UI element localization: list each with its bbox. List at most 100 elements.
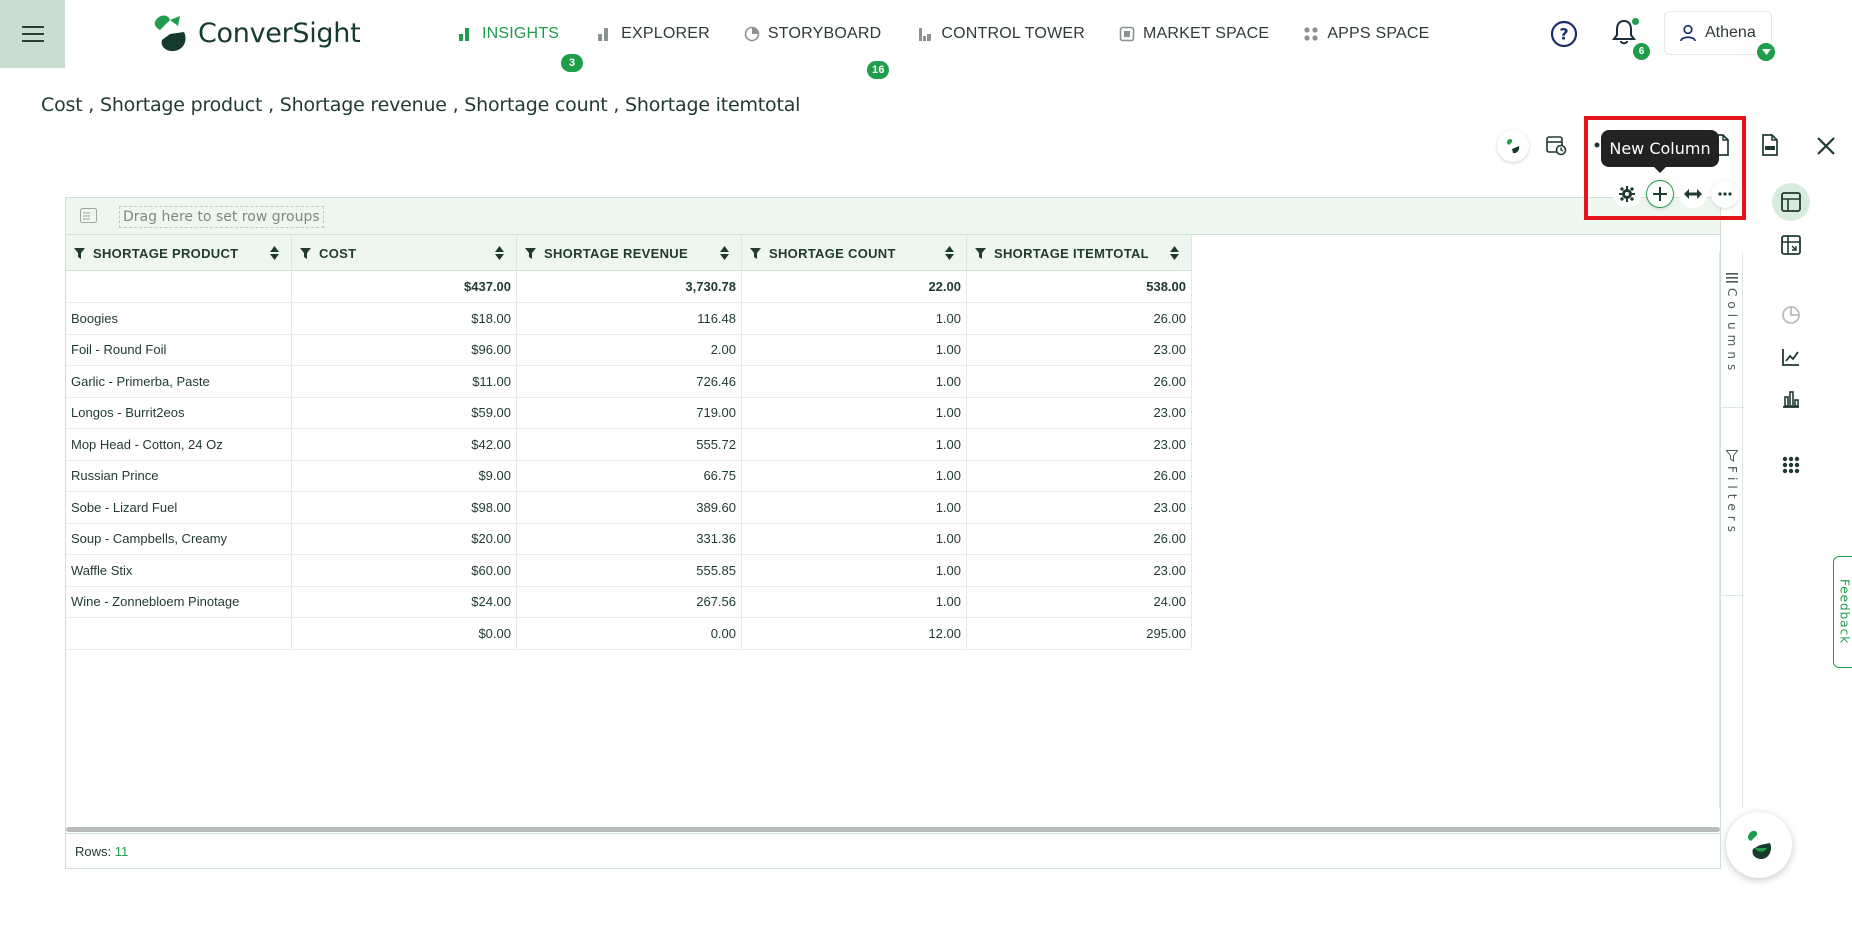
pivot-view-button[interactable] <box>1772 226 1810 264</box>
close-button[interactable] <box>1811 131 1841 161</box>
nav-insights[interactable]: INSIGHTS 3 <box>458 25 584 72</box>
table-cell[interactable]: 23.00 <box>967 429 1192 460</box>
table-cell[interactable]: 1.00 <box>742 397 967 428</box>
nav-apps-space[interactable]: APPS SPACE <box>1303 25 1429 43</box>
table-row[interactable]: Boogies $18.00 116.48 1.00 26.00 <box>66 303 1192 335</box>
user-menu[interactable]: Athena <box>1664 11 1772 55</box>
table-cell[interactable]: 1.00 <box>742 586 967 617</box>
table-cell[interactable]: Garlic - Primerba, Paste <box>66 366 292 397</box>
more-options-button[interactable] <box>1711 180 1739 208</box>
table-cell[interactable]: 26.00 <box>967 460 1192 491</box>
table-cell[interactable]: $437.00 <box>292 271 517 302</box>
table-cell[interactable]: 1.00 <box>742 460 967 491</box>
table-cell[interactable]: Mop Head - Cotton, 24 Oz <box>66 429 292 460</box>
column-header-shortage-product[interactable]: SHORTAGE PRODUCT <box>66 235 292 271</box>
table-cell[interactable]: $9.00 <box>292 460 517 491</box>
more-charts-button[interactable] <box>1772 446 1810 484</box>
pie-chart-button[interactable] <box>1772 296 1810 334</box>
table-cell[interactable]: $60.00 <box>292 555 517 586</box>
table-cell[interactable]: 267.56 <box>517 586 742 617</box>
conversight-logo[interactable]: ConverSight <box>150 14 361 52</box>
table-cell[interactable]: 1.00 <box>742 429 967 460</box>
table-cell[interactable]: $42.00 <box>292 429 517 460</box>
table-cell[interactable]: 331.36 <box>517 523 742 554</box>
table-row[interactable]: Garlic - Primerba, Paste $11.00 726.46 1.00… <box>66 366 1192 398</box>
table-cell[interactable]: 3,730.78 <box>517 271 742 302</box>
table-cell[interactable]: 389.60 <box>517 492 742 523</box>
table-row[interactable]: Sobe - Lizard Fuel $98.00 389.60 1.00 23.00 <box>66 492 1192 524</box>
table-row[interactable]: Waffle Stix $60.00 555.85 1.00 23.00 <box>66 555 1192 587</box>
total-row[interactable]: $437.00 3,730.78 22.00 538.00 <box>66 271 1192 303</box>
table-cell[interactable]: 12.00 <box>742 618 967 649</box>
table-cell[interactable]: Russian Prince <box>66 460 292 491</box>
table-row[interactable]: Russian Prince $9.00 66.75 1.00 26.00 <box>66 460 1192 492</box>
notifications-button[interactable] <box>1612 18 1636 51</box>
table-cell[interactable]: 26.00 <box>967 366 1192 397</box>
table-cell[interactable]: $96.00 <box>292 334 517 365</box>
table-cell[interactable]: 23.00 <box>967 492 1192 523</box>
table-cell[interactable] <box>66 271 292 302</box>
table-cell[interactable]: 23.00 <box>967 397 1192 428</box>
table-cell[interactable]: $59.00 <box>292 397 517 428</box>
table-cell[interactable]: 26.00 <box>967 523 1192 554</box>
table-cell[interactable]: $20.00 <box>292 523 517 554</box>
nav-explorer[interactable]: EXPLORER <box>597 25 710 43</box>
table-cell[interactable]: 1.00 <box>742 334 967 365</box>
line-chart-button[interactable] <box>1772 338 1810 376</box>
horizontal-scrollbar[interactable] <box>66 827 1720 832</box>
chatbot-launcher[interactable] <box>1726 812 1792 878</box>
table-view-button[interactable] <box>1772 183 1810 221</box>
filters-side-tab[interactable]: Filters <box>1720 450 1744 596</box>
nav-market-space[interactable]: MARKET SPACE <box>1119 25 1269 43</box>
table-cell[interactable]: 1.00 <box>742 523 967 554</box>
table-cell[interactable]: $98.00 <box>292 492 517 523</box>
nav-storyboard[interactable]: STORYBOARD 16 <box>744 25 890 79</box>
table-row[interactable]: Soup - Campbells, Creamy $20.00 331.36 1.00… <box>66 523 1192 555</box>
nav-control-tower[interactable]: CONTROL TOWER <box>917 25 1085 43</box>
table-cell[interactable]: Boogies <box>66 303 292 334</box>
user-dropdown-caret[interactable] <box>1757 43 1775 61</box>
table-cell[interactable]: 1.00 <box>742 366 967 397</box>
table-cell[interactable]: 1.00 <box>742 555 967 586</box>
hamburger-menu-button[interactable] <box>0 0 65 68</box>
table-cell[interactable]: 22.00 <box>742 271 967 302</box>
table-cell[interactable]: 26.00 <box>967 303 1192 334</box>
columns-side-tab[interactable]: Columns <box>1720 272 1744 408</box>
table-cell[interactable]: 24.00 <box>967 586 1192 617</box>
table-cell[interactable]: Soup - Campbells, Creamy <box>66 523 292 554</box>
table-cell[interactable]: Waffle Stix <box>66 555 292 586</box>
help-button[interactable]: ? <box>1550 20 1578 53</box>
column-header-cost[interactable]: COST <box>292 235 517 271</box>
table-cell[interactable]: 23.00 <box>967 555 1192 586</box>
table-cell[interactable]: 295.00 <box>967 618 1192 649</box>
table-cell[interactable]: $18.00 <box>292 303 517 334</box>
table-cell[interactable]: 1.00 <box>742 492 967 523</box>
table-cell[interactable]: $0.00 <box>292 618 517 649</box>
table-cell[interactable]: Sobe - Lizard Fuel <box>66 492 292 523</box>
table-cell[interactable]: Longos - Burrit2eos <box>66 397 292 428</box>
table-cell[interactable]: 726.46 <box>517 366 742 397</box>
table-row[interactable]: Mop Head - Cotton, 24 Oz $42.00 555.72 1.00… <box>66 429 1192 461</box>
export-xlsx-button[interactable] <box>1755 130 1785 160</box>
ai-assistant-button[interactable] <box>1497 130 1529 162</box>
table-cell[interactable]: 116.48 <box>517 303 742 334</box>
table-row[interactable]: Longos - Burrit2eos $59.00 719.00 1.00 23.00 <box>66 397 1192 429</box>
table-cell[interactable]: 2.00 <box>517 334 742 365</box>
fit-columns-button[interactable] <box>1679 180 1707 208</box>
table-cell[interactable]: 555.72 <box>517 429 742 460</box>
query-history-button[interactable] <box>1541 130 1571 160</box>
table-cell[interactable]: 66.75 <box>517 460 742 491</box>
table-row[interactable]: Foil - Round Foil $96.00 2.00 1.00 23.00 <box>66 334 1192 366</box>
table-row[interactable]: $0.00 0.00 12.00 295.00 <box>66 618 1192 650</box>
table-cell[interactable]: 1.00 <box>742 303 967 334</box>
feedback-tab[interactable]: Feedback <box>1833 556 1852 668</box>
table-cell[interactable]: 23.00 <box>967 334 1192 365</box>
bar-chart-button[interactable] <box>1772 380 1810 418</box>
table-cell[interactable]: 719.00 <box>517 397 742 428</box>
column-header-shortage-revenue[interactable]: SHORTAGE REVENUE <box>517 235 742 271</box>
table-cell[interactable]: 555.85 <box>517 555 742 586</box>
table-cell[interactable] <box>66 618 292 649</box>
table-cell[interactable]: $11.00 <box>292 366 517 397</box>
new-column-button[interactable] <box>1646 180 1674 208</box>
row-group-panel[interactable]: Drag here to set row groups <box>66 198 1720 235</box>
